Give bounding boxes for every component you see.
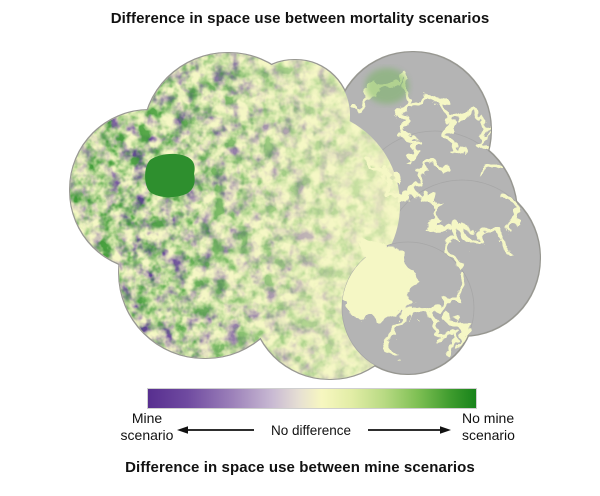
figure-title-top: Difference in space use between mortalit… [110,10,490,27]
legend-label-line: No mine [462,410,515,426]
legend-label-no-mine-scenario: No mine scenario [452,410,532,443]
cloud-outline [70,52,540,379]
legend-label-line: scenario [462,426,515,443]
left-arrow-icon [177,426,254,434]
colorbar-rect [147,388,477,409]
space-use-difference-map [70,51,541,379]
right-arrow-icon [368,426,451,434]
legend-label-line: Mine [131,410,163,426]
figure-title-bottom: Difference in space use between mine sce… [125,459,475,476]
legend-label-line: scenario [120,426,174,443]
legend-colorbar [147,388,477,409]
legend-label-no-difference: No difference [270,422,352,438]
legend-label-mine-scenario: Mine scenario [104,410,190,443]
legend-center: No difference [176,420,452,440]
